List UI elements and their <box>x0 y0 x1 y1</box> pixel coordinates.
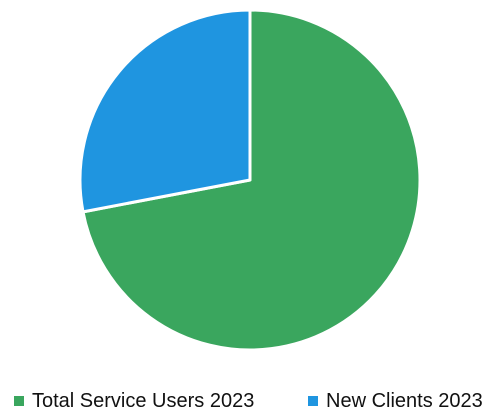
legend-item-total-service-users: Total Service Users 2023 <box>14 388 254 414</box>
legend-label-new-clients: New Clients 2023 <box>326 390 483 412</box>
legend-item-new-clients: New Clients 2023 <box>308 388 483 414</box>
legend-label-total-service-users: Total Service Users 2023 <box>32 390 255 412</box>
pie-chart <box>78 8 422 352</box>
pie-slices <box>78 8 422 352</box>
legend-swatch-total-service-users <box>14 396 24 406</box>
pie-slice-new-clients-2023 <box>78 8 252 214</box>
chart-legend: Total Service Users 2023 New Clients 202… <box>0 388 498 414</box>
legend-swatch-new-clients <box>308 396 318 406</box>
